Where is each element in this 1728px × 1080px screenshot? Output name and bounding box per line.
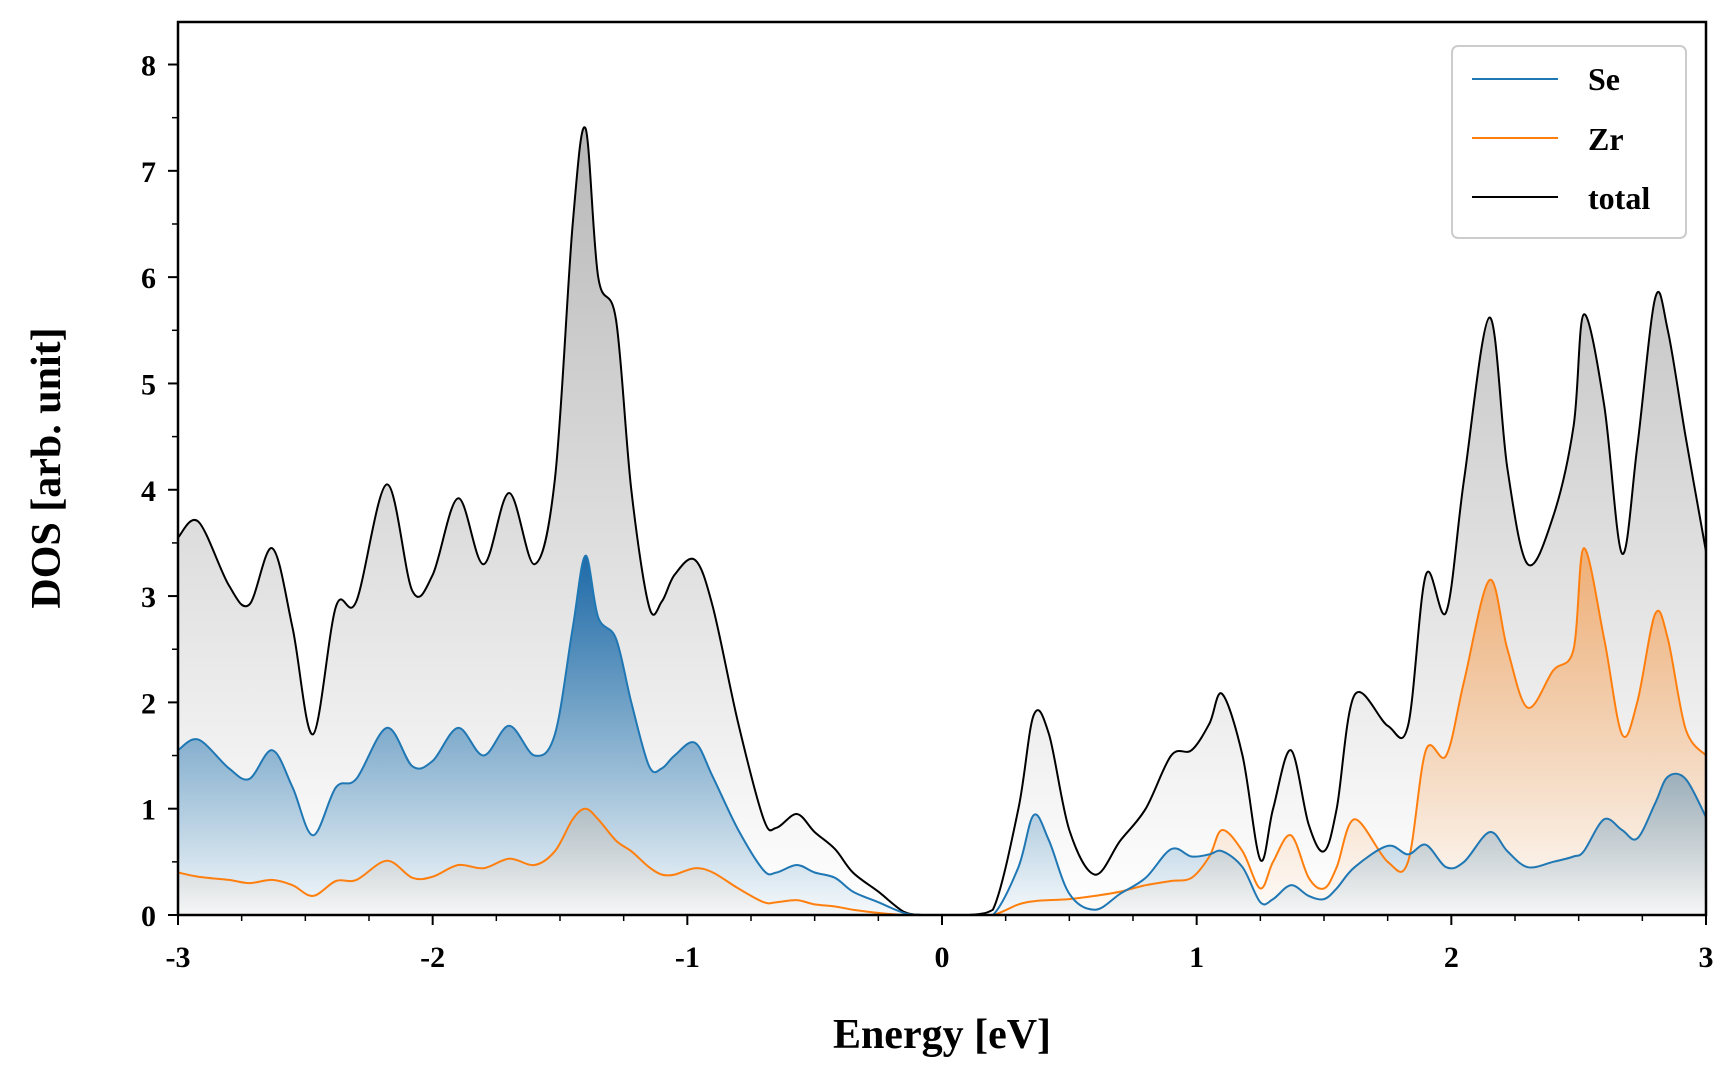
x-tick-label: 2 <box>1444 941 1459 974</box>
legend-label-total: total <box>1588 180 1650 216</box>
y-tick-label: 4 <box>141 475 156 508</box>
y-tick-label: 8 <box>141 50 156 83</box>
x-tick-label: -3 <box>166 941 191 974</box>
legend-box <box>1451 45 1687 239</box>
y-tick-label: 1 <box>141 794 156 827</box>
legend-label-se: Se <box>1588 61 1620 97</box>
x-axis: -3 -2 -1 0 1 2 3 <box>166 915 1714 974</box>
legend: Se Zr total <box>1451 45 1687 239</box>
legend-label-zr: Zr <box>1588 121 1624 157</box>
y-tick-label: 3 <box>141 581 156 614</box>
y-axis-title: DOS [arb. unit] <box>24 327 70 608</box>
y-tick-label: 0 <box>141 900 156 933</box>
y-tick-label: 5 <box>141 368 156 401</box>
x-tick-label: -2 <box>420 941 445 974</box>
x-tick-label: 0 <box>935 941 950 974</box>
x-tick-label: 3 <box>1699 941 1714 974</box>
y-tick-label: 2 <box>141 687 156 720</box>
x-axis-title: Energy [eV] <box>833 1012 1051 1058</box>
area-fill-se <box>178 555 1706 915</box>
y-axis: 0 1 2 3 4 5 6 7 8 <box>141 50 178 933</box>
y-tick-label: 6 <box>141 262 156 295</box>
series-line-se <box>178 554 1706 915</box>
area-fills <box>178 127 1706 915</box>
x-tick-label: 1 <box>1189 941 1204 974</box>
y-tick-label: 7 <box>141 156 156 189</box>
x-tick-label: -1 <box>675 941 700 974</box>
